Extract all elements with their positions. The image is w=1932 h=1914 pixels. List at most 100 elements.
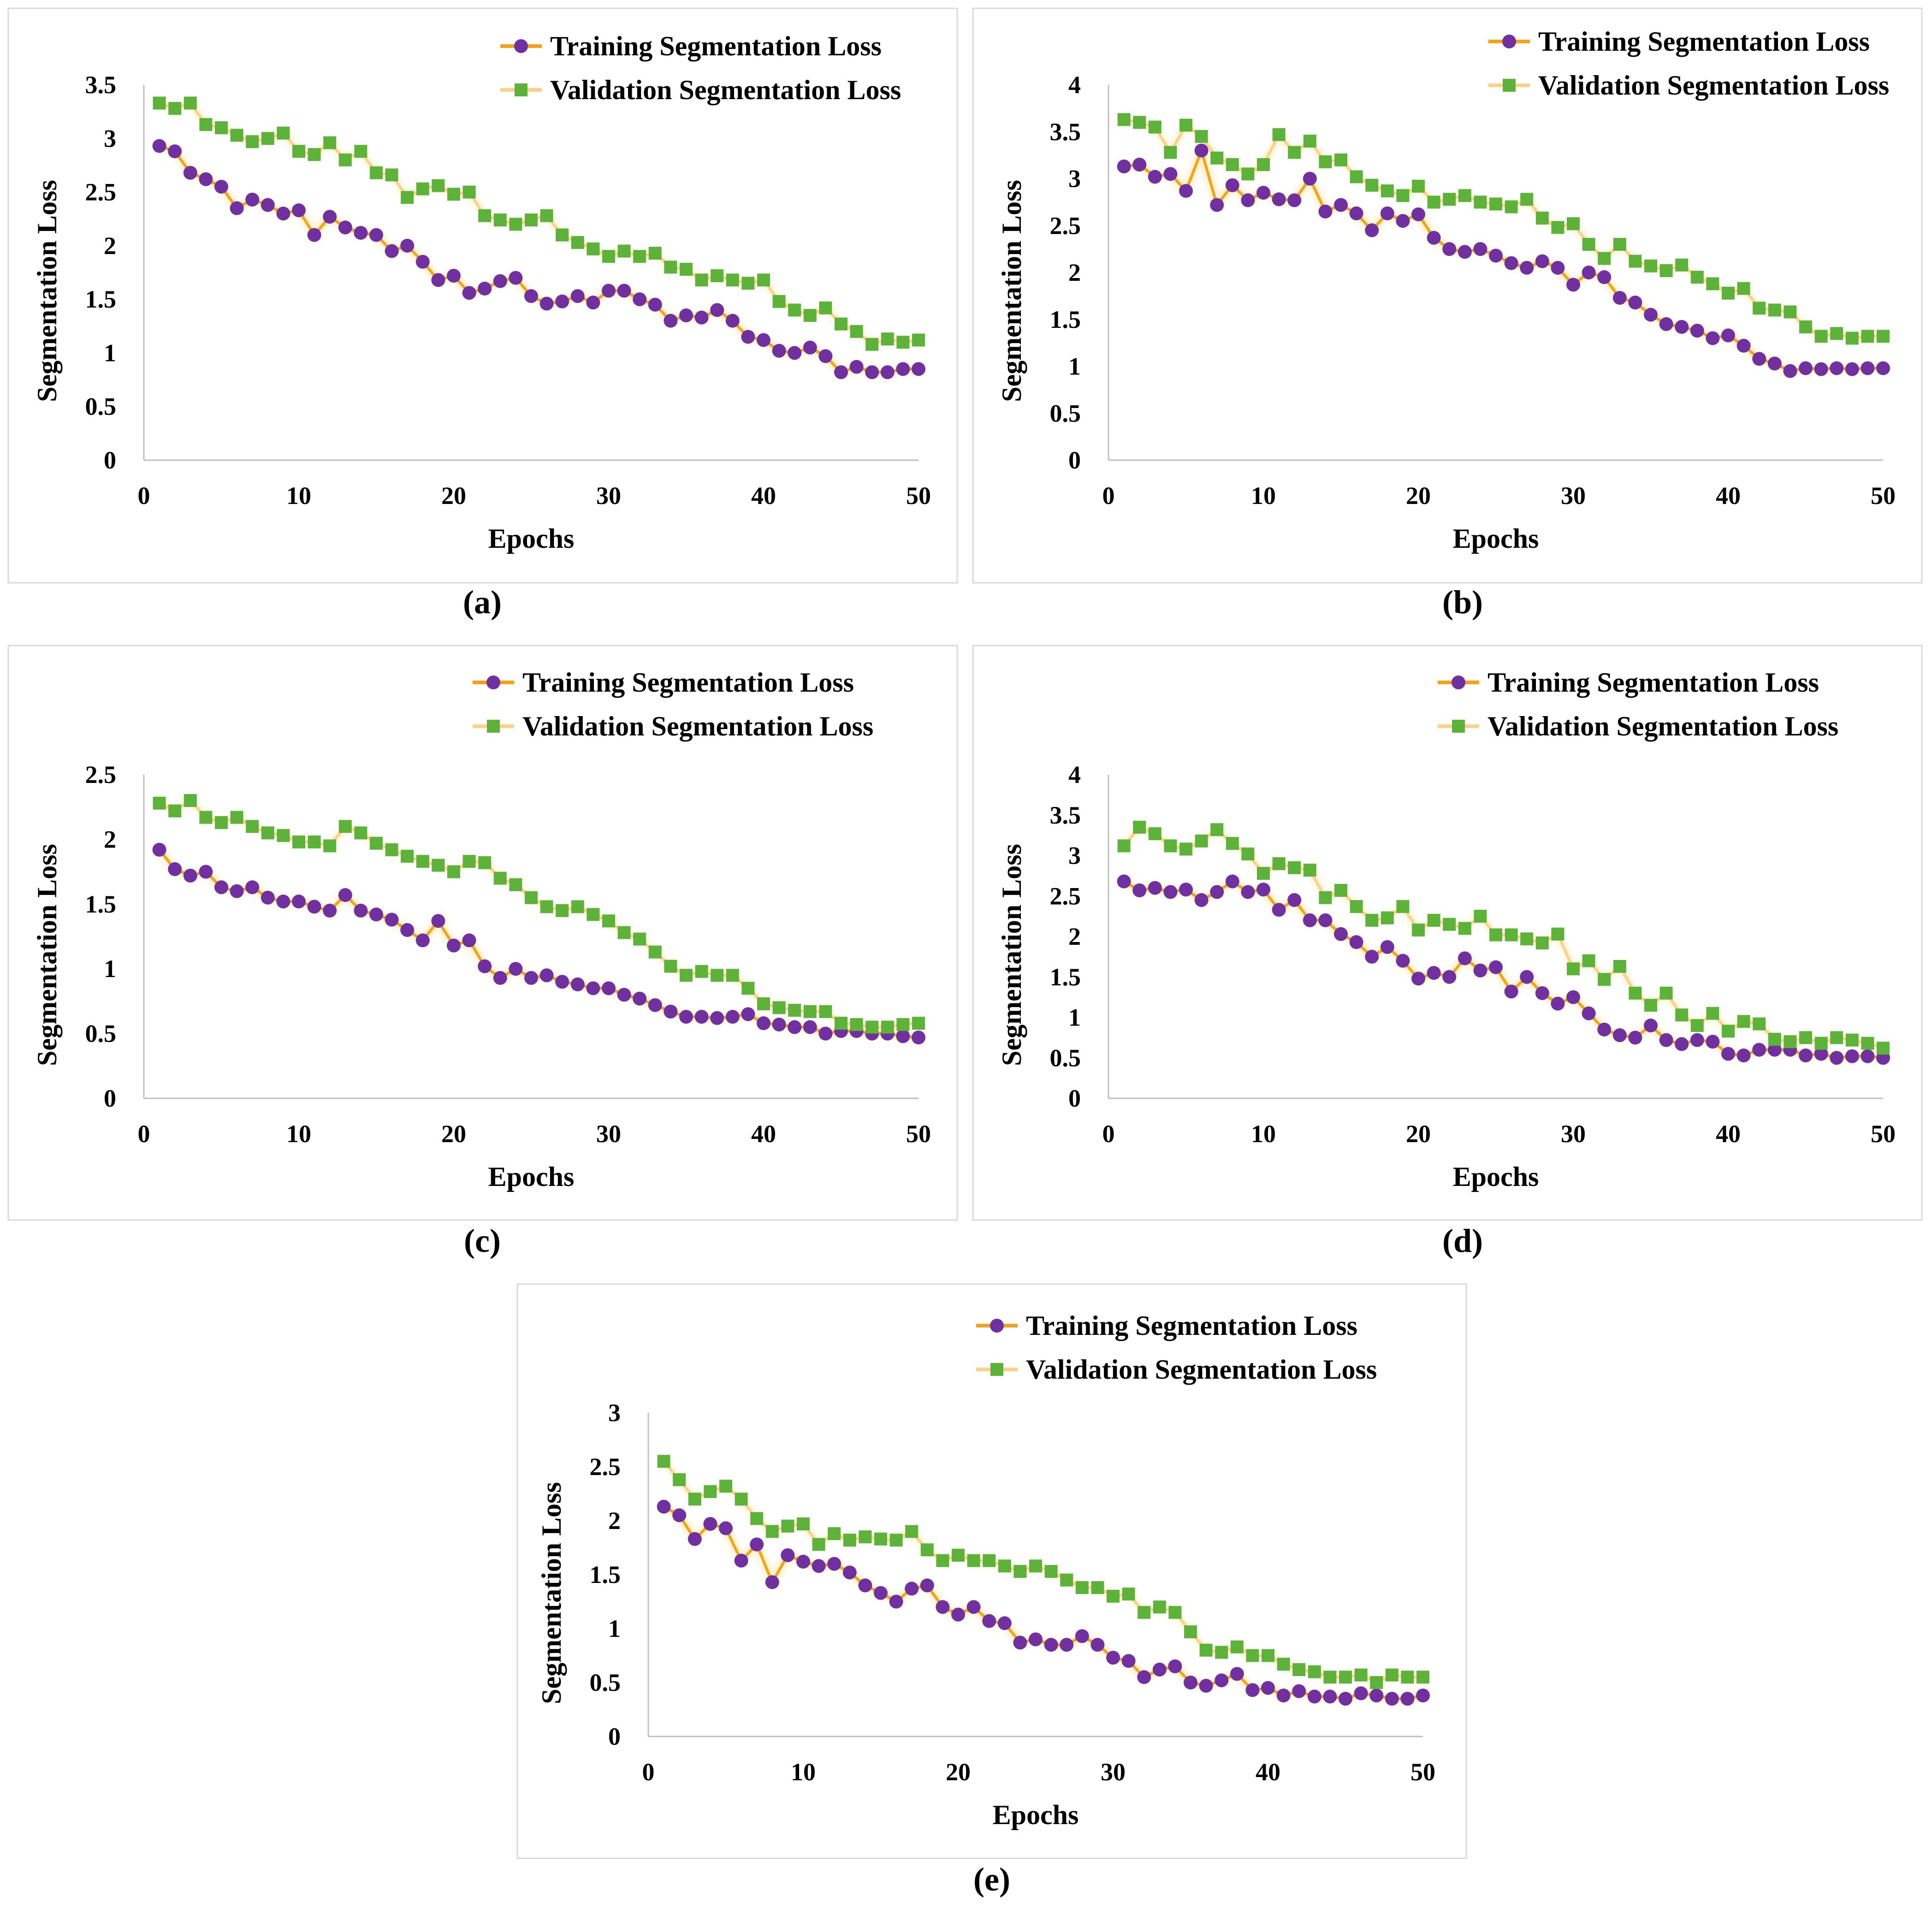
validation-loss-point [1257,867,1270,880]
validation-loss-point [401,849,414,863]
validation-loss-point [1706,277,1719,290]
training-loss-point [539,296,554,311]
y-tick-label: 3 [104,124,116,152]
validation-loss-point [478,856,492,869]
validation-loss-point [1133,821,1146,834]
training-loss-point [858,1578,872,1593]
legend-training-marker [990,1319,1004,1333]
training-loss-point [431,914,445,928]
training-loss-point [1179,184,1193,198]
x-tick-label: 10 [286,1120,311,1148]
training-loss-point [323,903,337,918]
validation-loss-point [1179,842,1192,856]
training-loss-point [493,274,507,288]
training-loss-point [1644,1019,1658,1033]
training-loss-point [199,172,213,186]
validation-loss-point [803,309,817,322]
y-tick-label: 0.5 [590,1669,621,1696]
validation-loss-point [1629,255,1642,268]
x-tick-label: 40 [1716,1120,1741,1148]
chart-frame [972,7,1923,584]
training-loss-point [1830,361,1844,375]
validation-loss-point [1153,1600,1166,1614]
training-loss-point [199,865,213,879]
validation-loss-point [1164,839,1177,853]
validation-loss-point [1122,1588,1135,1601]
training-loss-point [214,880,228,895]
training-loss-point [1752,352,1766,366]
validation-loss-point [843,1534,856,1547]
x-tick-label: 10 [286,482,311,510]
training-loss-point [1117,874,1131,889]
validation-loss-point [1226,837,1239,850]
y-axis-label: Segmentation Loss [536,1482,567,1704]
training-loss-point [1148,170,1162,184]
training-loss-point [415,933,430,948]
training-loss-point [1489,249,1503,263]
training-loss-point [1292,1684,1306,1698]
training-loss-point [1442,242,1457,256]
training-loss-point [1845,1049,1859,1063]
validation-loss-point [1598,973,1611,986]
training-loss-point [400,238,415,253]
x-tick-label: 40 [1716,482,1741,510]
training-loss-point [1400,1692,1415,1706]
validation-loss-point [1629,986,1642,1000]
validation-loss-point [896,336,910,349]
validation-loss-point [1257,158,1270,171]
y-tick-label: 2.5 [590,1453,621,1481]
training-loss-point [1597,270,1612,284]
validation-loss-point [1814,330,1828,343]
validation-loss-point [1396,900,1410,913]
validation-loss-point [889,1534,903,1547]
validation-loss-point [812,1538,825,1551]
validation-loss-point [525,891,538,904]
validation-loss-point [1644,999,1657,1012]
panel-caption: (a) [463,584,502,621]
validation-loss-point [750,1512,764,1525]
training-loss-point [570,289,585,303]
training-loss-point [354,225,368,240]
training-loss-point [788,1020,802,1034]
validation-loss-point [184,794,197,807]
training-loss-point [214,179,228,194]
training-loss-point [1799,361,1813,375]
training-loss-point [1256,186,1270,200]
validation-loss-point [385,168,398,182]
x-tick-label: 50 [1871,482,1896,510]
training-loss-point [1535,254,1549,268]
validation-loss-point [726,273,739,287]
training-loss-point [1411,972,1425,986]
training-loss-point [1752,1043,1766,1057]
training-loss-point [1307,1689,1322,1704]
training-loss-point [509,271,523,285]
x-tick-label: 0 [138,482,150,510]
y-tick-label: 2 [1068,259,1081,286]
validation-loss-point [664,261,677,274]
y-tick-label: 0.5 [1050,399,1081,427]
training-loss-point [633,292,647,307]
training-loss-point [672,1508,687,1523]
training-loss-point [261,198,275,212]
training-loss-point [1369,1689,1384,1703]
validation-loss-point [230,129,243,142]
validation-loss-point [1138,1606,1151,1619]
training-loss-point [1318,913,1333,927]
validation-loss-point [1427,913,1440,927]
y-tick-label: 0 [104,1084,116,1112]
validation-loss-point [803,1005,817,1018]
validation-loss-point [1659,986,1673,1000]
validation-loss-point [1799,1031,1812,1044]
validation-loss-point [1210,823,1224,836]
x-tick-label: 20 [441,1120,466,1148]
x-tick-label: 40 [1256,1758,1280,1786]
training-loss-point [896,1029,910,1043]
training-loss-point [617,988,631,1002]
validation-loss-point [587,242,600,255]
training-loss-point [966,1600,981,1614]
validation-loss-point [983,1554,996,1567]
x-axis-label: Epochs [488,1161,575,1192]
training-loss-point [1504,984,1518,999]
validation-loss-point [1164,146,1177,159]
validation-loss-point [385,843,398,856]
